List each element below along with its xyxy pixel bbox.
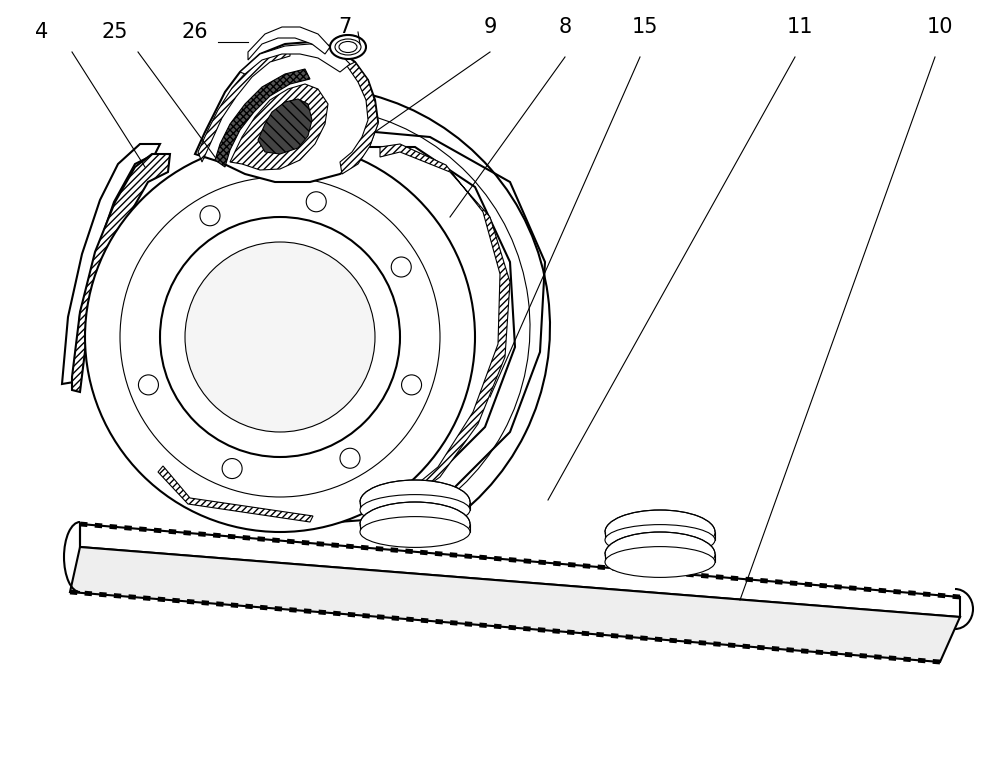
Ellipse shape <box>85 142 475 532</box>
Polygon shape <box>158 466 313 522</box>
Polygon shape <box>230 84 328 170</box>
Text: 26: 26 <box>182 22 208 42</box>
Ellipse shape <box>605 525 715 555</box>
Polygon shape <box>70 547 960 662</box>
Polygon shape <box>258 99 312 154</box>
Polygon shape <box>195 42 378 182</box>
Text: 7: 7 <box>338 17 352 37</box>
Ellipse shape <box>605 510 715 554</box>
Text: 8: 8 <box>558 17 572 37</box>
Ellipse shape <box>360 480 470 524</box>
Ellipse shape <box>335 39 361 55</box>
Polygon shape <box>80 524 960 617</box>
Polygon shape <box>340 62 378 174</box>
Ellipse shape <box>605 547 715 577</box>
Ellipse shape <box>360 502 470 546</box>
Ellipse shape <box>360 495 470 526</box>
Polygon shape <box>155 465 370 524</box>
Text: 11: 11 <box>787 17 813 37</box>
Ellipse shape <box>339 42 357 52</box>
Polygon shape <box>215 69 310 167</box>
Ellipse shape <box>138 375 158 395</box>
Polygon shape <box>330 132 545 517</box>
Ellipse shape <box>160 217 400 457</box>
Text: 10: 10 <box>927 17 953 37</box>
Ellipse shape <box>340 449 360 469</box>
Ellipse shape <box>185 242 375 432</box>
Polygon shape <box>72 154 170 392</box>
Polygon shape <box>380 144 510 504</box>
Ellipse shape <box>330 35 366 59</box>
Ellipse shape <box>200 206 220 225</box>
Ellipse shape <box>402 375 422 395</box>
Ellipse shape <box>222 459 242 479</box>
Ellipse shape <box>120 177 440 497</box>
Polygon shape <box>240 44 350 74</box>
Text: 25: 25 <box>102 22 128 42</box>
Ellipse shape <box>391 257 411 277</box>
Polygon shape <box>198 46 290 162</box>
Ellipse shape <box>605 532 715 576</box>
Ellipse shape <box>360 516 470 547</box>
Text: 15: 15 <box>632 17 658 37</box>
Polygon shape <box>62 144 160 384</box>
Ellipse shape <box>306 191 326 212</box>
Text: 4: 4 <box>35 22 49 42</box>
Text: 9: 9 <box>483 17 497 37</box>
Polygon shape <box>248 27 330 60</box>
